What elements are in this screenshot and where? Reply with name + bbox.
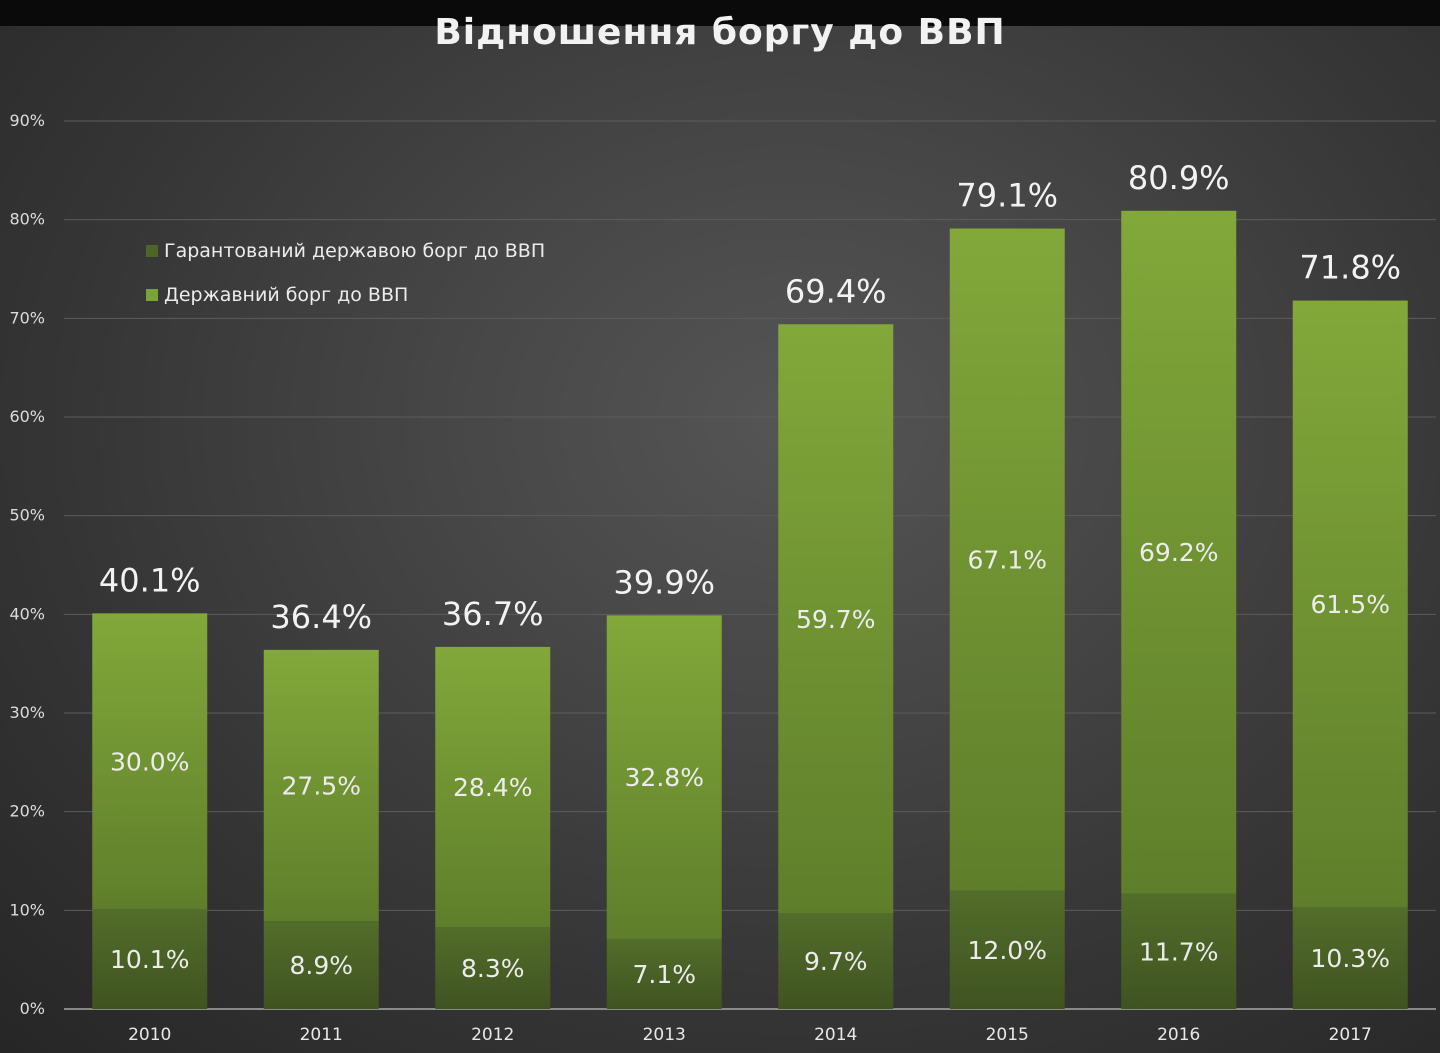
data-label-state-2014: 59.7% xyxy=(796,605,875,634)
data-label-guaranteed-2016: 11.7% xyxy=(1139,937,1218,966)
data-label-guaranteed-2011: 8.9% xyxy=(289,951,353,980)
x-tick-label: 2010 xyxy=(128,1025,171,1045)
y-tick-label: 60% xyxy=(9,407,45,426)
data-label-state-2012: 28.4% xyxy=(453,773,532,802)
data-label-total-2010: 40.1% xyxy=(99,561,201,599)
legend-item-state-debt: Державний борг до ВВП xyxy=(146,284,408,306)
bar-state-2012 xyxy=(435,646,551,928)
x-tick-label: 2017 xyxy=(1329,1025,1372,1045)
y-axis-ticks: 0% 10% 20% 30% 40% 50% 60% 70% 80% 90% xyxy=(9,111,45,1018)
data-label-guaranteed-2012: 8.3% xyxy=(461,954,525,983)
data-labels: 10.1% 30.0% 40.1% 8.9% 27.5% 36.4% 8.3% 28.4% 36… xyxy=(99,159,1401,989)
bar-guaranteed-2010 xyxy=(92,909,208,1009)
bar-state-2011 xyxy=(263,649,379,922)
x-tick-label: 2016 xyxy=(1157,1025,1200,1045)
bar-guaranteed-2017 xyxy=(1292,907,1408,1009)
data-label-state-2010: 30.0% xyxy=(110,747,189,776)
data-label-state-2017: 61.5% xyxy=(1311,590,1390,619)
data-label-total-2014: 69.4% xyxy=(785,272,887,310)
data-label-guaranteed-2014: 9.7% xyxy=(804,947,868,976)
y-tick-label: 80% xyxy=(9,210,45,229)
x-tick-label: 2012 xyxy=(471,1025,514,1045)
bars xyxy=(92,210,1408,1009)
y-tick-label: 10% xyxy=(9,900,45,919)
bar-guaranteed-2011 xyxy=(263,921,379,1009)
bar-guaranteed-2015 xyxy=(949,890,1065,1009)
legend-swatch-state xyxy=(146,289,158,301)
y-tick-label: 20% xyxy=(9,802,45,821)
y-tick-label: 50% xyxy=(9,506,45,525)
y-tick-label: 70% xyxy=(9,308,45,327)
y-tick-label: 40% xyxy=(9,604,45,623)
bar-state-2016 xyxy=(1121,210,1237,894)
legend-item-guaranteed-debt: Гарантований державою борг до ВВП xyxy=(146,240,545,262)
data-label-total-2015: 79.1% xyxy=(956,177,1058,215)
top-bar xyxy=(0,0,1440,26)
x-tick-label: 2013 xyxy=(643,1025,686,1045)
x-tick-label: 2015 xyxy=(986,1025,1029,1045)
x-axis-ticks: 2010 2011 2012 2013 2014 2015 2016 2017 xyxy=(128,1025,1372,1045)
bar-state-2013 xyxy=(606,615,722,939)
data-label-total-2013: 39.9% xyxy=(613,563,715,601)
x-tick-label: 2014 xyxy=(814,1025,857,1045)
legend-swatch-guaranteed xyxy=(146,245,158,257)
bar-state-2015 xyxy=(949,228,1065,891)
bar-state-2014 xyxy=(778,324,894,914)
data-label-guaranteed-2015: 12.0% xyxy=(968,936,1047,965)
legend-label-state: Державний борг до ВВП xyxy=(164,284,409,306)
data-label-state-2011: 27.5% xyxy=(282,772,361,801)
data-label-total-2012: 36.7% xyxy=(442,595,544,633)
data-label-state-2016: 69.2% xyxy=(1139,538,1218,567)
data-label-guaranteed-2017: 10.3% xyxy=(1311,944,1390,973)
y-tick-label: 0% xyxy=(20,999,45,1018)
data-label-guaranteed-2013: 7.1% xyxy=(632,960,696,989)
data-label-total-2011: 36.4% xyxy=(270,598,372,636)
y-tick-label: 30% xyxy=(9,703,45,722)
data-label-total-2016: 80.9% xyxy=(1128,159,1230,197)
data-label-state-2015: 67.1% xyxy=(968,546,1047,575)
chart-title: Відношення боргу до ВВП xyxy=(434,12,1006,53)
bar-guaranteed-2014 xyxy=(778,913,894,1009)
bar-state-2010 xyxy=(92,613,208,910)
bar-guaranteed-2016 xyxy=(1121,893,1237,1009)
bar-guaranteed-2013 xyxy=(606,938,722,1009)
bar-guaranteed-2012 xyxy=(435,927,551,1009)
data-label-state-2013: 32.8% xyxy=(625,763,704,792)
bar-state-2017 xyxy=(1292,300,1408,908)
data-label-guaranteed-2010: 10.1% xyxy=(110,945,189,974)
y-tick-label: 90% xyxy=(9,111,45,130)
legend-label-guaranteed: Гарантований державою борг до ВВП xyxy=(164,240,546,262)
data-label-total-2017: 71.8% xyxy=(1299,249,1401,287)
x-tick-label: 2011 xyxy=(300,1025,343,1045)
